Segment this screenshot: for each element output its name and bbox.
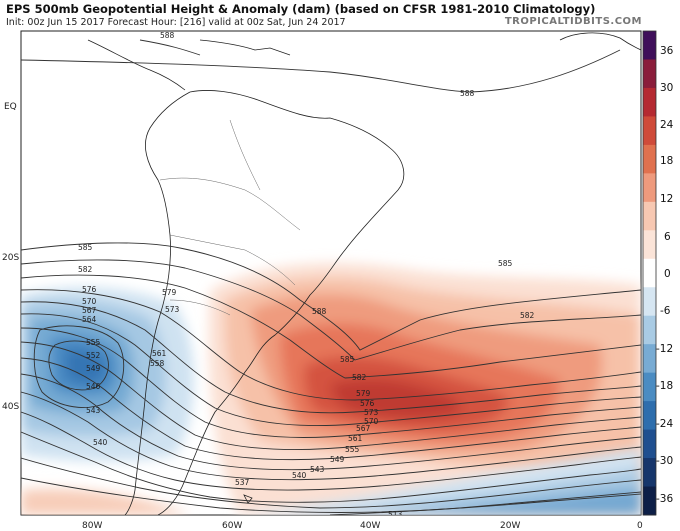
colorbar-segment xyxy=(643,59,656,89)
contour-label: 540 xyxy=(93,438,108,447)
contour-label: 561 xyxy=(348,434,363,443)
colorbar xyxy=(642,30,657,516)
colorbar-segment xyxy=(643,31,656,60)
colorbar-segment xyxy=(643,429,656,459)
contour-label: 543 xyxy=(86,406,101,415)
colorbar-label: 12 xyxy=(660,193,673,205)
contour-label: 585 xyxy=(498,259,513,268)
colorbar-segment xyxy=(643,315,656,345)
colorbar-segment xyxy=(643,486,656,516)
colorbar-segment xyxy=(643,344,656,374)
lon-label: 20W xyxy=(500,521,520,531)
colorbar-segment xyxy=(643,372,656,402)
contour-label: 573 xyxy=(165,305,180,314)
contour-label: 588 xyxy=(312,307,327,316)
colorbar-outline xyxy=(642,30,657,516)
colorbar-segment xyxy=(643,230,656,260)
contour-label: 540 xyxy=(292,471,307,480)
colorbar-segment xyxy=(643,87,656,117)
colorbar-label: 18 xyxy=(660,155,673,167)
colorbar-segment xyxy=(643,201,656,231)
contour-label: 582 xyxy=(352,373,367,382)
coastlines xyxy=(87,32,641,515)
colorbar-label: -30 xyxy=(656,455,673,467)
latitude-labels: EQ 20S 40S xyxy=(2,102,19,412)
contour-label: 561 xyxy=(152,349,167,358)
colorbar-labels: 36 30 24 18 12 6 0 -6 -12 -18 -24 -30 -3… xyxy=(656,45,674,505)
contour-label: 513 xyxy=(388,510,403,519)
contour-label: 567 xyxy=(356,424,371,433)
contour-label: 570 xyxy=(364,417,379,426)
contour-label: 588 xyxy=(460,89,475,98)
contour-label: 537 xyxy=(235,478,250,487)
colorbar-label: 30 xyxy=(660,82,673,94)
lat-label: 40S xyxy=(2,402,19,412)
lon-label: 80W xyxy=(82,521,102,531)
colorbar-segment xyxy=(643,173,656,203)
colorbar-segment xyxy=(643,116,656,146)
contour-label: 576 xyxy=(82,285,97,294)
contour-labels: 588 588 585 585 582 582 579 576 573 570 … xyxy=(78,31,535,519)
colorbar-segment xyxy=(643,401,656,431)
contour-label: 582 xyxy=(78,265,93,274)
lon-label: 40W xyxy=(360,521,380,531)
contour-label: 543 xyxy=(310,465,325,474)
contour-label: 585 xyxy=(340,355,355,364)
contour-label: 552 xyxy=(86,351,101,360)
contour-label: 564 xyxy=(82,315,97,324)
contour-label: 570 xyxy=(82,297,97,306)
colorbar-segment xyxy=(643,287,656,317)
colorbar-segment xyxy=(643,458,656,488)
contour-label: 555 xyxy=(345,445,360,454)
contour-label: 588 xyxy=(160,31,175,40)
colorbar-segment xyxy=(643,258,656,288)
chart-title: EPS 500mb Geopotential Height & Anomaly … xyxy=(6,2,596,16)
colorbar-label: -6 xyxy=(660,305,671,317)
contour-label: 576 xyxy=(360,399,375,408)
height-contours xyxy=(21,39,641,515)
lat-label: EQ xyxy=(4,102,17,112)
colorbar-label: -24 xyxy=(656,418,673,430)
colorbar-label: -12 xyxy=(656,343,673,355)
lat-label: 20S xyxy=(2,253,19,263)
colorbar-label: 36 xyxy=(660,45,674,57)
colorbar-label: -18 xyxy=(656,380,673,392)
contour-label: 549 xyxy=(86,364,101,373)
contour-label: 582 xyxy=(520,311,535,320)
colorbar-label: 24 xyxy=(660,119,674,131)
contour-label: 567 xyxy=(82,306,97,315)
contour-label: 573 xyxy=(364,408,379,417)
chart-subtitle: Init: 00z Jun 15 2017 Forecast Hour: [21… xyxy=(6,17,346,28)
contour-label: 555 xyxy=(86,338,101,347)
contour-label: 558 xyxy=(150,359,165,368)
negative-anomaly xyxy=(21,287,641,515)
country-borders xyxy=(159,119,301,316)
contour-label: 546 xyxy=(86,382,101,391)
colorbar-label: 6 xyxy=(664,231,671,243)
colorbar-segment xyxy=(643,144,656,174)
contour-label: 579 xyxy=(356,389,371,398)
brand-label: TROPICALTIDBITS.COM xyxy=(504,16,642,27)
contour-label: 585 xyxy=(78,243,93,252)
colorbar-label: 0 xyxy=(664,268,671,280)
lon-label: 0 xyxy=(637,521,643,531)
colorbar-label: -36 xyxy=(656,493,673,505)
lon-label: 60W xyxy=(222,521,242,531)
contour-label: 549 xyxy=(330,455,345,464)
longitude-labels: 80W 60W 40W 20W 0 xyxy=(82,521,643,531)
contour-label: 579 xyxy=(162,288,177,297)
